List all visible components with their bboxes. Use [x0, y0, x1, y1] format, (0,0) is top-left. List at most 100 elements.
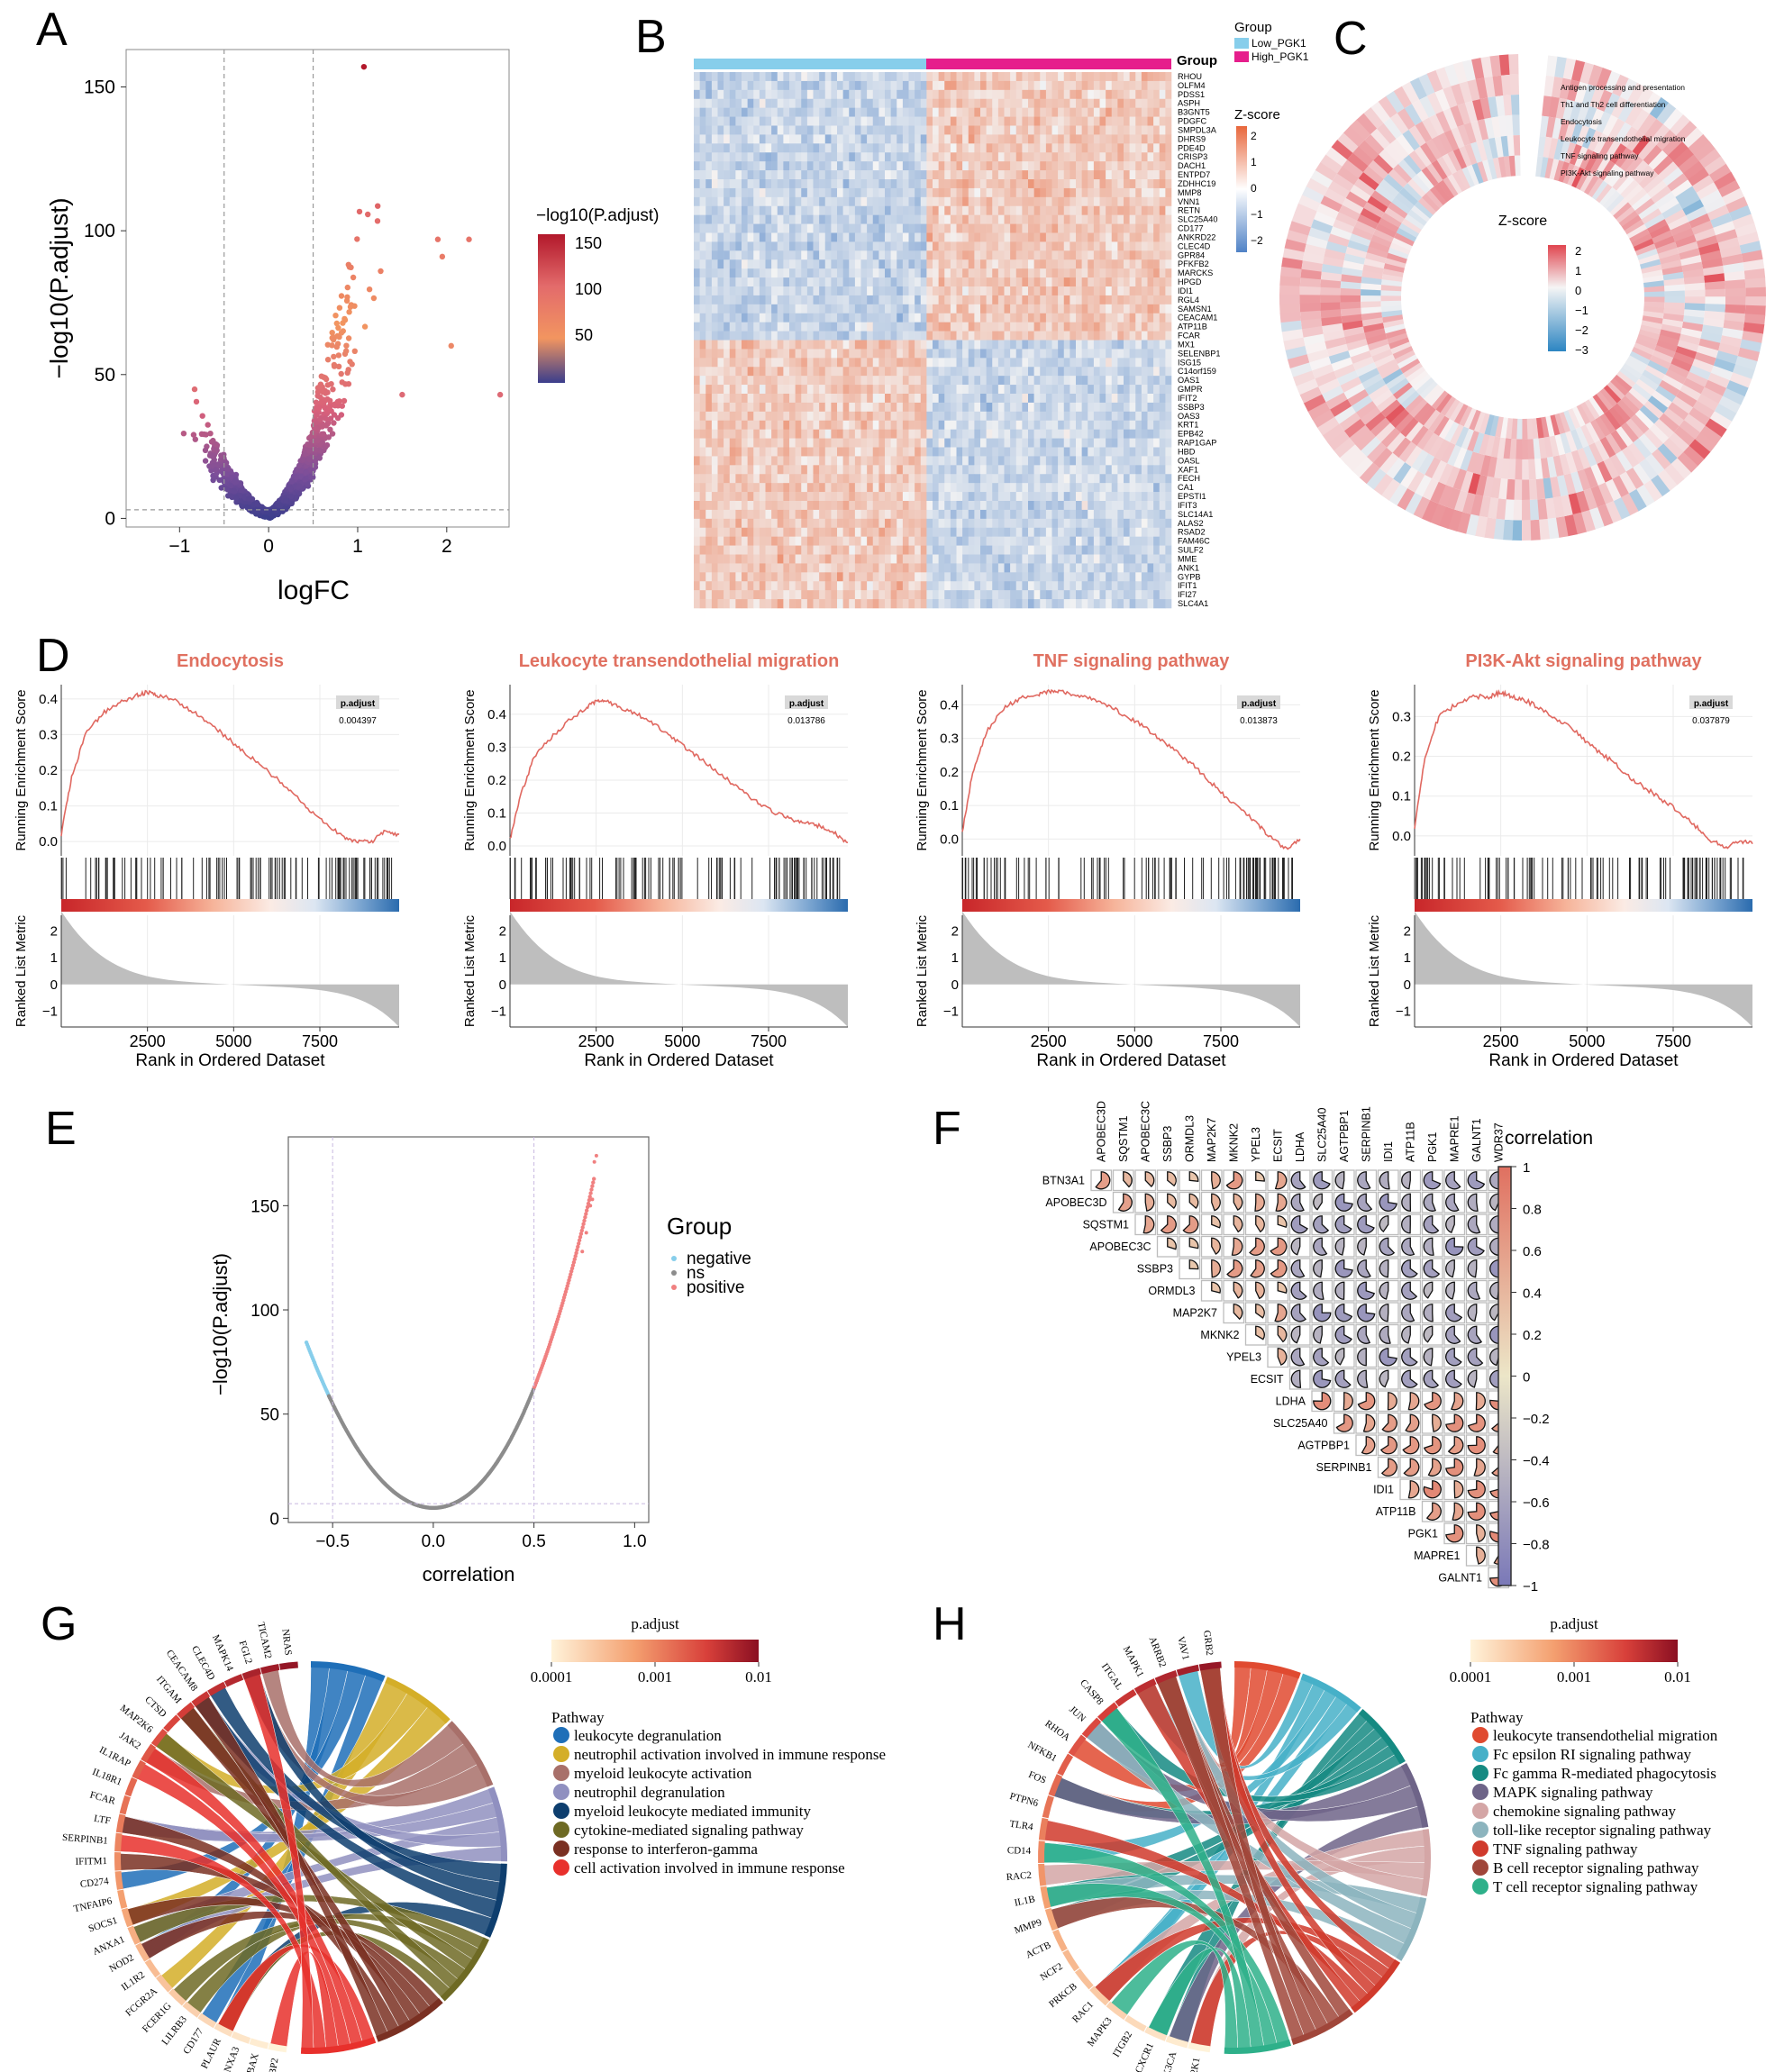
- panel-b-cell: [771, 376, 778, 386]
- panel-b-annot-label: Group: [1177, 53, 1217, 68]
- panel-b-cell: [1022, 179, 1029, 189]
- panel-b-cell: [842, 402, 850, 413]
- panel-b-cell: [1058, 429, 1065, 439]
- panel-b-cell: [806, 295, 814, 305]
- panel-b-cell: [1028, 411, 1034, 422]
- panel-b-cell: [867, 259, 874, 269]
- panel-b-cell: [980, 214, 987, 224]
- panel-b-cell: [1022, 268, 1029, 278]
- panel-b-cell: [1111, 205, 1118, 215]
- panel-b-cell: [837, 322, 843, 332]
- panel-b-cell: [1111, 134, 1118, 144]
- panel-b-cell: [849, 385, 856, 395]
- panel-b-cell: [1076, 223, 1082, 233]
- panel-b-cell: [968, 429, 975, 439]
- panel-a-point: [294, 474, 300, 480]
- panel-b-cell: [795, 447, 802, 457]
- panel-b-cell: [742, 134, 748, 144]
- panel-b-cell: [1088, 232, 1095, 242]
- panel-b-cell: [860, 170, 868, 180]
- panel-b-cell: [806, 456, 814, 466]
- panel-b-cell: [1022, 214, 1029, 224]
- panel-b-cell: [908, 179, 915, 189]
- panel-b-cell: [765, 116, 772, 126]
- panel-b-cell: [1093, 107, 1100, 117]
- panel-b-cell: [1106, 89, 1113, 100]
- panel-b-cell: [789, 304, 796, 314]
- panel-b-cell: [1040, 179, 1047, 189]
- panel-b-cell: [1015, 170, 1023, 180]
- panel-b-cell: [735, 277, 742, 287]
- panel-b-cell: [753, 232, 760, 242]
- panel-b-cell: [1153, 107, 1161, 117]
- panel-b-cell: [854, 170, 861, 180]
- panel-b-cell: [813, 125, 820, 135]
- panel-b-cell: [974, 394, 981, 404]
- panel-b-cell: [724, 331, 731, 341]
- panel-b-cell: [944, 358, 951, 368]
- panel-b-cell: [915, 322, 922, 332]
- panel-b-cell: [992, 438, 999, 448]
- panel-b-cell: [1135, 447, 1142, 457]
- panel-b-cell: [789, 196, 796, 207]
- panel-b-cell: [1076, 152, 1082, 162]
- panel-b-cell: [711, 313, 718, 323]
- panel-b-cell: [1022, 232, 1029, 242]
- panel-b-cell: [997, 161, 1005, 171]
- panel-b-cell: [717, 214, 724, 224]
- panel-b-cell: [789, 98, 796, 108]
- panel-b-cell: [837, 116, 843, 126]
- panel-b-cell: [944, 232, 951, 242]
- panel-a-outlier-point: [434, 236, 441, 242]
- panel-b-cell: [694, 447, 700, 457]
- panel-b-cell: [813, 376, 820, 386]
- panel-b-cell: [824, 143, 832, 153]
- panel-b-cell: [974, 161, 981, 171]
- panel-b-cell: [1088, 214, 1095, 224]
- panel-b-cell: [974, 277, 981, 287]
- panel-b-cell: [765, 268, 772, 278]
- panel-b-cell: [926, 313, 933, 323]
- panel-b-cell: [878, 286, 886, 296]
- panel-b-cell: [1063, 170, 1070, 180]
- panel-b-cell: [1135, 232, 1142, 242]
- panel-b-cell: [986, 376, 993, 386]
- panel-b-cell: [1028, 152, 1034, 162]
- panel-b-cell: [915, 438, 922, 448]
- panel-b-cell: [926, 80, 933, 91]
- panel-b-cell: [1129, 385, 1136, 395]
- panel-b-cell: [974, 313, 981, 323]
- panel-b-cell: [962, 134, 969, 144]
- panel-b-cell: [860, 259, 868, 269]
- panel-b-cell: [854, 295, 861, 305]
- panel-b-cell: [837, 259, 843, 269]
- panel-b-cell: [968, 107, 975, 117]
- panel-b-cell: [938, 125, 945, 135]
- panel-b-cell: [777, 196, 784, 207]
- panel-b-cell: [944, 161, 951, 171]
- panel-b-cell: [1117, 250, 1124, 260]
- panel-b-cell: [986, 286, 993, 296]
- panel-b-cell: [711, 411, 718, 422]
- panel-b-cell: [1111, 196, 1118, 207]
- panel-b-cell: [753, 196, 760, 207]
- panel-b-cell: [1159, 143, 1166, 153]
- panel-b-cell: [956, 250, 963, 260]
- panel-b-cell: [694, 196, 700, 207]
- panel-b-cell: [920, 143, 927, 153]
- panel-b-cell: [694, 286, 700, 296]
- panel-b-cell: [842, 107, 850, 117]
- panel-b-cell: [1063, 205, 1070, 215]
- panel-label-e: E: [45, 1103, 77, 1155]
- panel-b-cell: [699, 161, 706, 171]
- panel-b-cell: [980, 456, 987, 466]
- panel-b-cell: [849, 187, 856, 198]
- panel-b-cell: [867, 72, 874, 82]
- panel-b-cell: [1028, 89, 1034, 100]
- panel-b-cell: [1033, 447, 1041, 457]
- panel-b-cell: [885, 72, 891, 82]
- panel-b-cell: [1129, 349, 1136, 359]
- panel-b-cell: [938, 429, 945, 439]
- panel-b-cell: [819, 107, 826, 117]
- panel-b-cell: [806, 223, 814, 233]
